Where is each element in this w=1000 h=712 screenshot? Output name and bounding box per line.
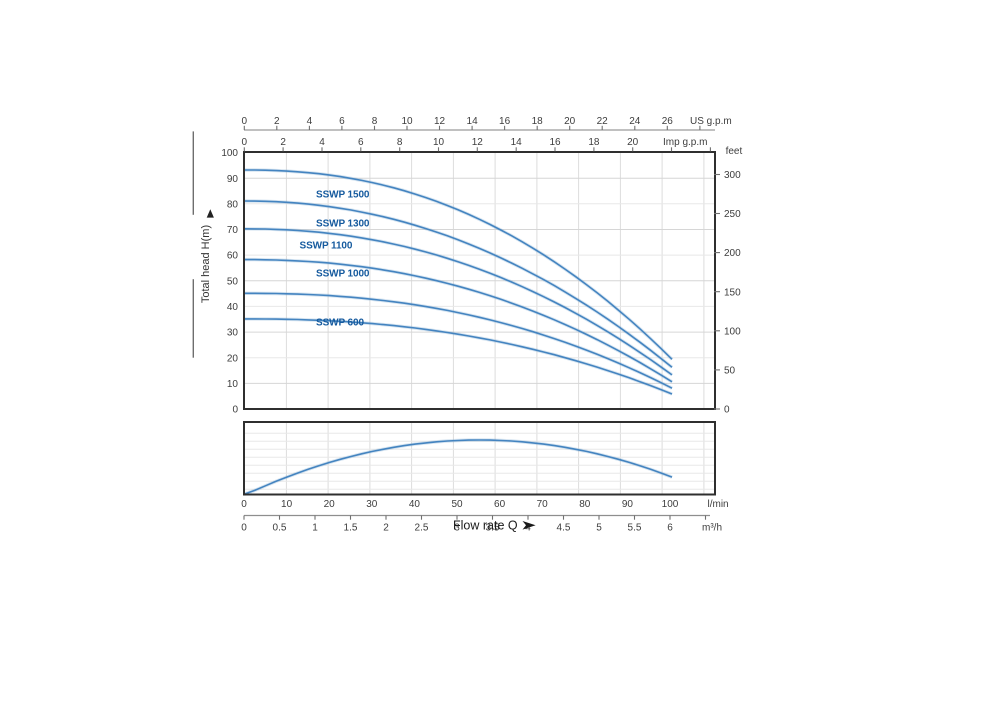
svg-text:8: 8 [372,116,378,127]
svg-text:SSWP 1500: SSWP 1500 [316,190,370,201]
svg-text:SSWP 1000: SSWP 1000 [316,269,370,280]
svg-text:2: 2 [274,116,280,127]
svg-text:0: 0 [242,116,248,127]
svg-text:l/min: l/min [708,499,729,510]
svg-text:8: 8 [397,137,403,148]
svg-text:3: 3 [454,522,460,533]
svg-text:Imp g.p.m: Imp g.p.m [663,137,707,148]
svg-text:4.5: 4.5 [557,522,571,533]
svg-text:26: 26 [662,116,674,127]
svg-text:20: 20 [324,499,336,510]
svg-text:SSWP 1300: SSWP 1300 [316,219,370,230]
svg-text:6: 6 [667,522,673,533]
svg-text:100: 100 [662,499,679,510]
svg-text:Flow rate Q: Flow rate Q [453,519,518,533]
svg-text:6: 6 [358,137,364,148]
svg-text:SSWP 1100: SSWP 1100 [300,240,353,251]
svg-text:18: 18 [588,137,600,148]
svg-text:60: 60 [227,251,239,262]
svg-text:50: 50 [227,276,239,287]
svg-text:14: 14 [467,116,479,127]
svg-text:1: 1 [312,522,318,533]
svg-text:70: 70 [227,225,239,236]
svg-text:10: 10 [401,116,413,127]
svg-text:Total head H(m): Total head H(m) [200,225,212,303]
svg-text:2: 2 [280,137,286,148]
svg-text:250: 250 [724,209,741,220]
svg-text:40: 40 [227,302,239,313]
svg-text:10: 10 [433,137,445,148]
svg-text:0: 0 [241,499,247,510]
svg-text:1.5: 1.5 [344,522,358,533]
svg-text:5: 5 [596,522,602,533]
svg-text:80: 80 [579,499,591,510]
svg-text:4: 4 [307,116,313,127]
svg-text:200: 200 [724,248,741,259]
svg-text:50: 50 [724,366,736,377]
svg-text:20: 20 [627,137,639,148]
svg-text:2: 2 [383,522,389,533]
svg-text:0: 0 [724,405,730,416]
svg-text:2.5: 2.5 [415,522,429,533]
svg-text:16: 16 [549,137,561,148]
svg-text:feet: feet [726,146,743,157]
svg-text:0.5: 0.5 [273,522,287,533]
svg-text:50: 50 [451,499,463,510]
svg-text:70: 70 [537,499,549,510]
svg-text:80: 80 [227,199,239,210]
svg-text:16: 16 [499,116,511,127]
svg-text:14: 14 [511,137,523,148]
svg-text:100: 100 [221,148,238,159]
svg-text:10: 10 [227,379,239,390]
svg-text:m³/h: m³/h [702,522,722,533]
svg-text:20: 20 [227,353,239,364]
svg-text:10: 10 [281,499,293,510]
svg-text:SSWP 600: SSWP 600 [316,317,364,328]
svg-text:300: 300 [724,170,741,181]
svg-text:6: 6 [339,116,345,127]
svg-text:150: 150 [724,287,741,298]
svg-text:12: 12 [434,116,446,127]
svg-text:20: 20 [564,116,576,127]
svg-text:24: 24 [629,116,641,127]
svg-text:30: 30 [366,499,378,510]
svg-text:18: 18 [532,116,544,127]
svg-text:3.5: 3.5 [486,522,500,533]
svg-text:60: 60 [494,499,506,510]
svg-text:100: 100 [724,326,741,337]
svg-text:4: 4 [525,522,531,533]
svg-text:40: 40 [409,499,421,510]
svg-text:4: 4 [319,137,325,148]
svg-text:90: 90 [227,174,239,185]
svg-text:90: 90 [622,499,634,510]
svg-text:5.5: 5.5 [628,522,642,533]
svg-text:30: 30 [227,328,239,339]
svg-text:0: 0 [242,137,248,148]
svg-text:0: 0 [241,522,247,533]
svg-text:0: 0 [232,405,238,416]
svg-text:12: 12 [472,137,484,148]
svg-text:US g.p.m: US g.p.m [690,116,732,127]
svg-text:22: 22 [597,116,609,127]
